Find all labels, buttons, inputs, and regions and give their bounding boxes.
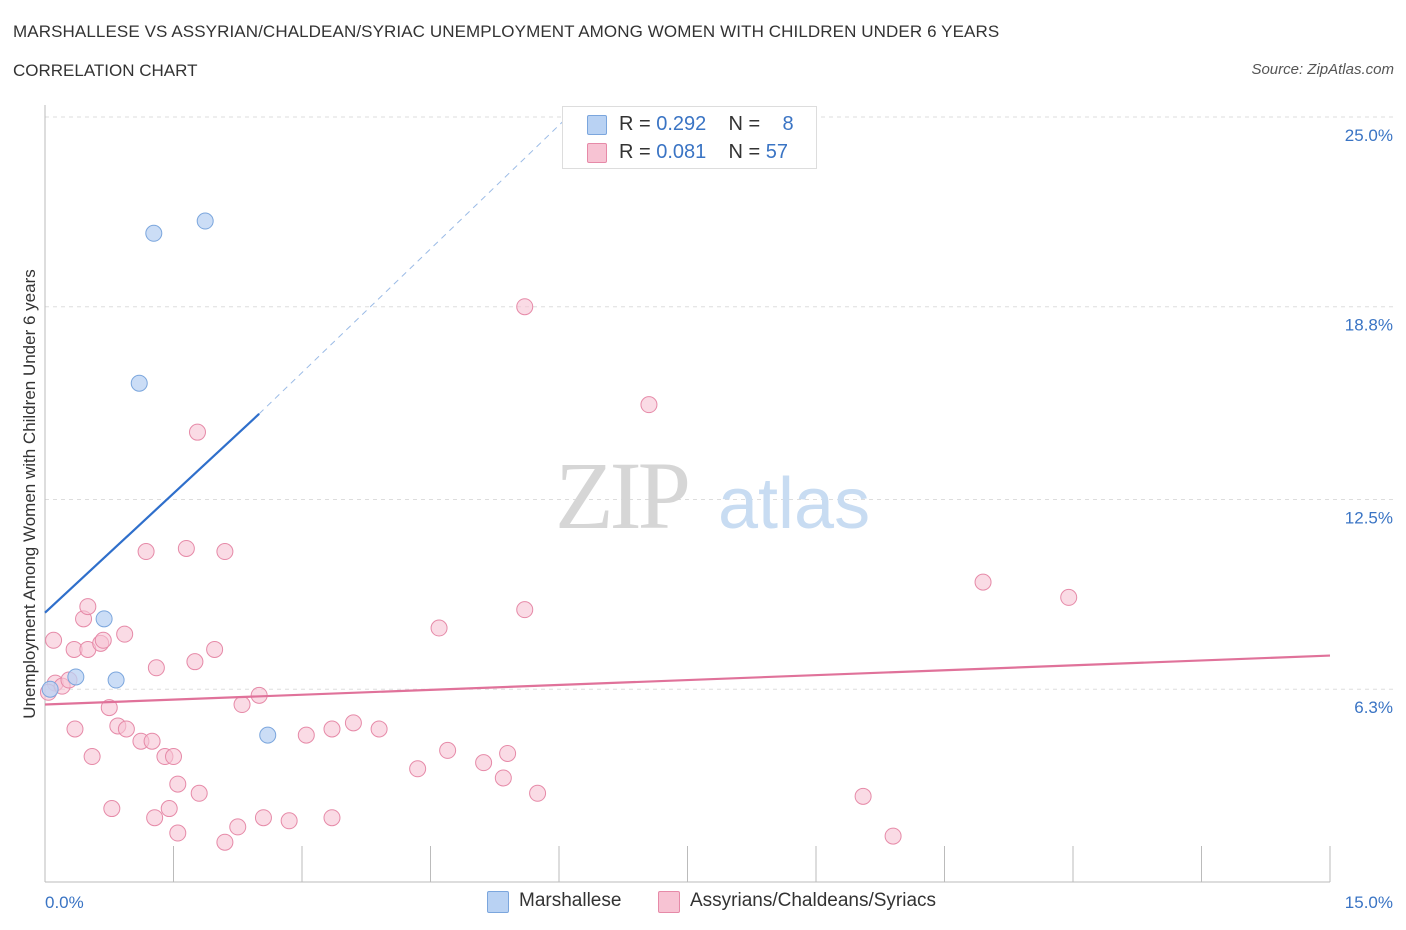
marshallese-point [145, 224, 163, 242]
marshallese-point [259, 726, 277, 744]
assyrian-point [884, 827, 902, 845]
legend-r-value: 0.081 [656, 141, 707, 163]
bottom-legend-label-marshallese: Marshallese [519, 890, 622, 911]
watermark: ZIP atlas [555, 442, 870, 549]
assyrian-point [186, 653, 204, 671]
assyrian-point [216, 543, 234, 561]
axis-layer [44, 105, 1331, 883]
legend-n-value: 57 [765, 141, 789, 163]
bottom-legend-label-assyrian: Assyrians/Chaldeans/Syriacs [690, 890, 937, 911]
assyrian-point [409, 760, 427, 778]
bottom-legend-assyrian: Assyrians/Chaldeans/Syriacs [658, 888, 978, 914]
correlation-legend: R = 0.292 N = 8 R = 0.081 N = 57 [562, 106, 817, 169]
assyrian-point [143, 732, 161, 750]
marshallese-trend-extension [258, 116, 568, 415]
assyrian-point [499, 744, 517, 762]
assyrian-point [137, 543, 155, 561]
y-axis-title: Unemployment Among Women with Children U… [20, 269, 39, 718]
legend-r-label: R = [619, 141, 651, 163]
assyrian-point [475, 754, 493, 772]
y-tick-label: 25.0% [1345, 126, 1393, 145]
assyrian-point [169, 775, 187, 793]
assyrian-point [516, 601, 534, 619]
blue-series-layer [41, 212, 277, 744]
assyrian-point [147, 659, 165, 677]
y-tick-label: 12.5% [1345, 509, 1393, 528]
assyrian-point [79, 598, 97, 616]
marshallese-point [41, 680, 59, 698]
chart-subtitle: CORRELATION CHART [13, 61, 198, 80]
assyrian-point [165, 748, 182, 766]
trend-layer [44, 116, 1331, 706]
assyrian-point [323, 720, 341, 738]
assyrian-point [83, 748, 101, 766]
assyrian-point [45, 631, 63, 649]
assyrian-point [94, 631, 112, 649]
legend-r-label: R = [619, 113, 651, 135]
assyrian-point [216, 833, 234, 851]
assyrian-point [1060, 588, 1078, 606]
assyrian-point [370, 720, 388, 738]
bottom-legend-swatch-pink [658, 891, 680, 913]
assyrian-point [494, 769, 512, 787]
marshallese-trend-line [44, 413, 260, 614]
assyrian-point [146, 809, 164, 827]
assyrian-point [280, 812, 298, 830]
assyrian-point [529, 784, 547, 802]
assyrian-point [439, 741, 457, 759]
bottom-legend-marshallese: Marshallese [487, 888, 647, 914]
assyrian-point [116, 625, 134, 643]
legend-r-value: 0.292 [656, 113, 707, 135]
label-layer: 6.3% 12.5% 18.8% 25.0% 0.0% 15.0% [45, 126, 1393, 912]
assyrian-point [516, 298, 534, 316]
marshallese-point [95, 610, 113, 628]
assyrian-point [103, 800, 121, 818]
assyrian-point [206, 640, 224, 658]
assyrian-point [66, 720, 84, 738]
assyrian-point [100, 699, 118, 717]
marshallese-point [107, 671, 125, 689]
legend-swatch-blue [587, 115, 607, 135]
assyrian-point [640, 396, 658, 414]
assyrian-point [430, 619, 448, 637]
assyrian-point [297, 726, 315, 744]
assyrian-point [229, 818, 247, 836]
assyrian-point [177, 539, 195, 557]
pink-series-layer [39, 298, 1078, 851]
assyrian-point [233, 696, 251, 714]
legend-n-label: N = [728, 113, 761, 135]
marshallese-point [196, 212, 214, 230]
assyrian-trend-line [44, 654, 1331, 706]
x-tick-label: 15.0% [1345, 893, 1393, 912]
assyrian-point [117, 720, 135, 738]
y-tick-label: 18.8% [1345, 316, 1393, 335]
assyrian-point [190, 784, 208, 802]
assyrian-point [344, 714, 362, 732]
grid-layer [45, 116, 1395, 690]
chart-title: MARSHALLESE VS ASSYRIAN/CHALDEAN/SYRIAC … [13, 22, 1000, 41]
source-credit: Source: ZipAtlas.com [1251, 61, 1394, 78]
assyrian-point [188, 423, 206, 441]
watermark-atlas: atlas [718, 464, 870, 544]
marshallese-point [130, 374, 148, 392]
assyrian-point [323, 809, 341, 827]
bottom-legend-swatch-blue [487, 891, 509, 913]
legend-swatch-pink [587, 143, 607, 163]
assyrian-point [160, 800, 178, 818]
watermark-zip: ZIP [555, 442, 688, 549]
legend-n-value: 8 [782, 113, 794, 135]
assyrian-point [974, 573, 992, 591]
assyrian-point [254, 809, 272, 827]
y-tick-label: 6.3% [1354, 698, 1393, 717]
legend-n-label: N = [728, 141, 761, 163]
x-tick-label: 0.0% [45, 893, 84, 912]
marshallese-point [67, 668, 85, 686]
assyrian-point [169, 824, 187, 842]
assyrian-point [854, 787, 872, 805]
